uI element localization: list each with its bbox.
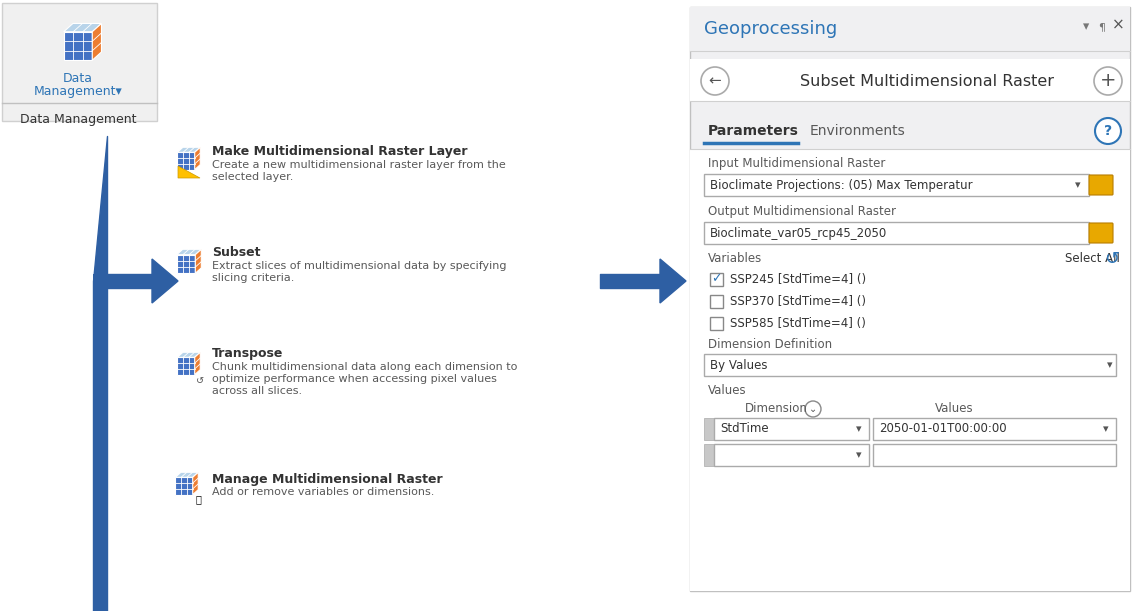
Text: Dimension Definition: Dimension Definition [708,338,833,351]
Polygon shape [152,259,178,303]
Text: optimize performance when accessing pixel values: optimize performance when accessing pixe… [212,374,496,384]
Polygon shape [175,477,193,495]
Polygon shape [175,472,199,477]
Text: Bioclimate Projections: (05) Max Temperatur: Bioclimate Projections: (05) Max Tempera… [710,178,972,191]
FancyBboxPatch shape [1089,223,1113,243]
Text: ↺: ↺ [1104,250,1120,268]
Polygon shape [177,353,200,357]
Text: Values: Values [935,403,974,415]
Text: Data Management: Data Management [19,112,136,125]
Text: ▾: ▾ [1103,424,1109,434]
FancyBboxPatch shape [2,3,157,121]
FancyBboxPatch shape [690,149,1130,591]
Text: Transpose: Transpose [212,348,283,360]
FancyBboxPatch shape [704,174,1089,196]
Text: ▾: ▾ [1075,180,1080,190]
FancyBboxPatch shape [872,418,1116,440]
Text: 🔧: 🔧 [195,494,201,504]
Text: ▾: ▾ [857,450,862,460]
Text: SSP370 [StdTime=4] (): SSP370 [StdTime=4] () [730,295,866,307]
FancyBboxPatch shape [690,59,1130,101]
Text: ▾: ▾ [1083,21,1089,34]
Polygon shape [195,249,201,273]
Polygon shape [92,23,101,60]
Text: Manage Multidimensional Raster: Manage Multidimensional Raster [212,472,443,486]
FancyBboxPatch shape [710,273,722,285]
Polygon shape [177,152,194,170]
Text: Input Multidimensional Raster: Input Multidimensional Raster [708,156,885,169]
Text: Management▾: Management▾ [34,86,123,98]
Text: ▾: ▾ [857,424,862,434]
Text: Select All: Select All [1066,252,1120,266]
FancyBboxPatch shape [690,7,1130,591]
Text: selected layer.: selected layer. [212,172,293,182]
Text: StdTime: StdTime [720,422,769,436]
Text: Geoprocessing: Geoprocessing [704,20,837,38]
Text: Environments: Environments [810,124,905,138]
Text: SSP585 [StdTime=4] (): SSP585 [StdTime=4] () [730,316,866,329]
Text: SSP245 [StdTime=4] (): SSP245 [StdTime=4] () [730,273,866,285]
Text: ←: ← [709,73,721,89]
Text: ?: ? [1104,124,1112,138]
FancyBboxPatch shape [710,295,722,307]
Text: Bioclimate_var05_rcp45_2050: Bioclimate_var05_rcp45_2050 [710,227,887,240]
Text: Output Multidimensional Raster: Output Multidimensional Raster [708,205,896,218]
Text: Data: Data [62,73,93,86]
FancyBboxPatch shape [704,354,1116,376]
Polygon shape [177,249,201,255]
Text: Subset: Subset [212,246,260,258]
Polygon shape [194,353,200,375]
Text: ⌄: ⌄ [809,404,817,414]
FancyBboxPatch shape [704,444,715,466]
Text: Extract slices of multidimensional data by specifying: Extract slices of multidimensional data … [212,261,507,271]
Polygon shape [177,147,200,152]
Text: Add or remove variables or dimensions.: Add or remove variables or dimensions. [212,487,434,497]
Circle shape [1095,118,1121,144]
Polygon shape [660,259,686,303]
FancyBboxPatch shape [704,418,715,440]
Polygon shape [177,255,195,273]
Polygon shape [177,357,194,375]
FancyBboxPatch shape [704,222,1089,244]
Text: Parameters: Parameters [708,124,799,138]
Text: ↺: ↺ [195,376,204,386]
Text: Dimension: Dimension [745,403,808,415]
Polygon shape [64,32,92,60]
Text: ×: × [1112,18,1125,32]
Text: ✓: ✓ [711,273,721,285]
Text: By Values: By Values [710,359,768,371]
FancyBboxPatch shape [715,444,869,466]
Circle shape [701,67,729,95]
Text: Variables: Variables [708,252,762,266]
Text: Create a new multidimensional raster layer from the: Create a new multidimensional raster lay… [212,160,506,170]
Text: 2050-01-01T00:00:00: 2050-01-01T00:00:00 [879,422,1006,436]
Text: ▾: ▾ [1108,360,1113,370]
FancyBboxPatch shape [1089,175,1113,195]
Text: Chunk multidimensional data along each dimension to: Chunk multidimensional data along each d… [212,362,517,372]
Polygon shape [64,23,101,32]
Text: ¶: ¶ [1099,22,1105,32]
FancyBboxPatch shape [872,444,1116,466]
Polygon shape [178,166,200,178]
Text: Values: Values [708,384,746,398]
Bar [93,274,107,288]
Polygon shape [193,472,199,495]
Text: across all slices.: across all slices. [212,386,302,396]
FancyBboxPatch shape [715,418,869,440]
Text: slicing criteria.: slicing criteria. [212,273,294,283]
Text: Subset Multidimensional Raster: Subset Multidimensional Raster [800,73,1054,89]
FancyBboxPatch shape [690,7,1130,51]
Text: +: + [1100,71,1117,90]
Polygon shape [194,147,200,170]
FancyBboxPatch shape [710,316,722,329]
Text: Make Multidimensional Raster Layer: Make Multidimensional Raster Layer [212,145,468,158]
Circle shape [805,401,821,417]
Circle shape [1094,67,1122,95]
